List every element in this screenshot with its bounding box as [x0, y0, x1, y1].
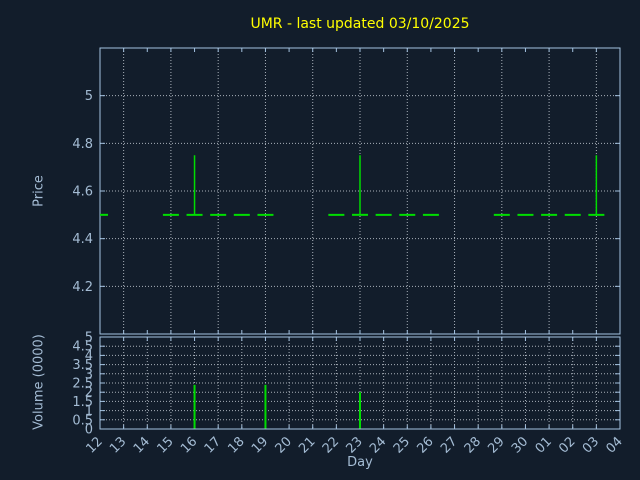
svg-text:30: 30: [509, 434, 531, 456]
svg-text:28: 28: [462, 434, 484, 456]
volume-ytick-labels: 00.511.522.533.544.55: [72, 331, 93, 438]
x-axis-label: Day: [347, 455, 373, 470]
svg-text:3: 3: [85, 367, 93, 382]
svg-text:17: 17: [202, 434, 224, 456]
svg-text:23: 23: [344, 434, 366, 456]
svg-text:18: 18: [225, 434, 247, 456]
price-ytick-labels: 4.2 4.4 4.6 4.8 5: [72, 89, 93, 295]
svg-text:16: 16: [178, 434, 200, 456]
volume-grid: [100, 337, 620, 429]
svg-text:3.5: 3.5: [72, 358, 93, 373]
svg-text:1.5: 1.5: [72, 395, 93, 410]
svg-text:12: 12: [84, 434, 106, 456]
svg-text:4.8: 4.8: [72, 137, 93, 152]
svg-text:26: 26: [414, 434, 436, 456]
price-series: [100, 155, 605, 216]
volume-series: [193, 384, 361, 429]
svg-text:1: 1: [85, 404, 93, 419]
svg-text:2: 2: [85, 386, 93, 401]
svg-text:19: 19: [249, 434, 271, 456]
svg-text:13: 13: [107, 434, 129, 456]
svg-text:5: 5: [85, 89, 93, 104]
svg-text:21: 21: [296, 434, 318, 456]
svg-text:0: 0: [85, 423, 93, 438]
svg-text:4.6: 4.6: [72, 185, 93, 200]
svg-text:4.2: 4.2: [72, 280, 93, 295]
svg-text:22: 22: [320, 434, 342, 456]
price-ticks: [99, 48, 621, 334]
volume-ticks: [99, 336, 621, 430]
chart-title: UMR - last updated 03/10/2025: [250, 16, 470, 32]
svg-text:5: 5: [85, 331, 93, 346]
volume-panel: 00.511.522.533.544.55: [72, 331, 621, 438]
svg-text:0.5: 0.5: [72, 413, 93, 428]
svg-text:15: 15: [154, 434, 176, 456]
svg-text:27: 27: [438, 434, 460, 456]
svg-text:4.4: 4.4: [72, 232, 93, 247]
svg-text:04: 04: [604, 434, 626, 456]
x-tick-labels: 12 13 14 15 16 17 18 19 20 21 22 23 24 25 26 27 28 29 30 01…: [84, 434, 626, 456]
svg-text:4.5: 4.5: [72, 340, 93, 355]
svg-text:02: 02: [556, 434, 578, 456]
svg-text:01: 01: [533, 434, 555, 456]
svg-text:14: 14: [131, 434, 153, 456]
svg-text:20: 20: [273, 434, 295, 456]
svg-text:03: 03: [580, 434, 602, 456]
svg-text:2.5: 2.5: [72, 377, 93, 392]
svg-text:24: 24: [367, 434, 389, 456]
svg-text:25: 25: [391, 434, 413, 456]
svg-text:29: 29: [485, 434, 507, 456]
svg-text:4: 4: [85, 349, 93, 364]
price-panel: 4.2 4.4 4.6 4.8 5: [72, 47, 621, 335]
